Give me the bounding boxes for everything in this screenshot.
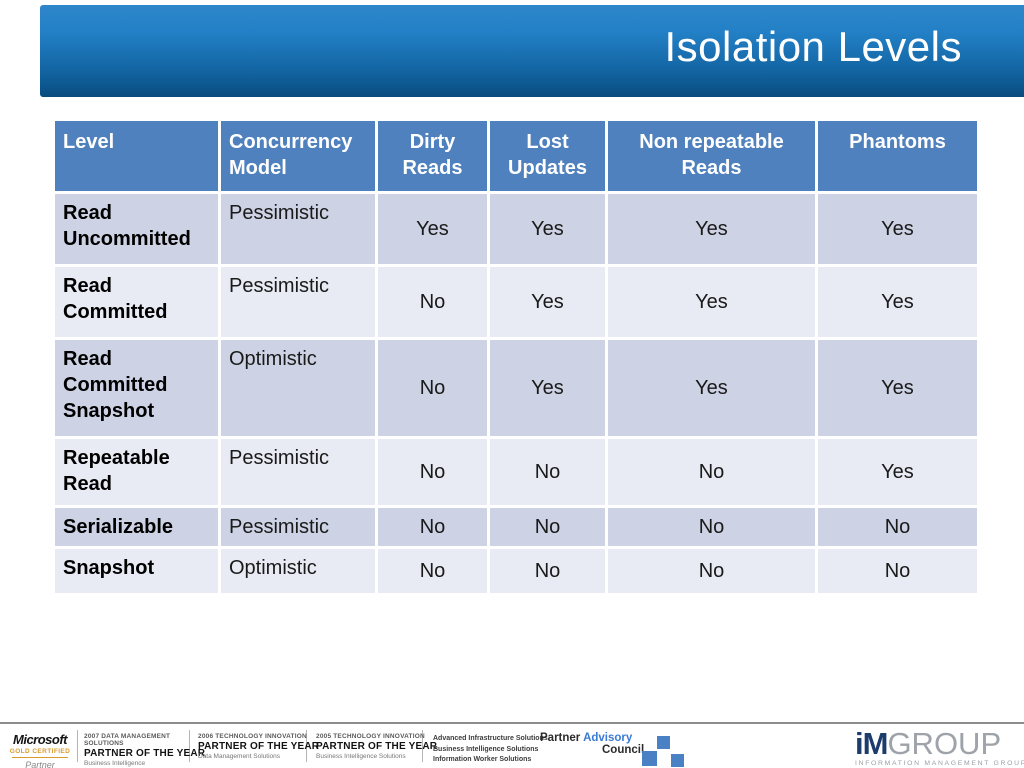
- blue-square: [642, 751, 657, 766]
- table-row: Snapshot Optimistic No No No No: [55, 549, 977, 593]
- cell-lost: No: [490, 439, 605, 505]
- cell-level: Repeatable Read: [55, 439, 218, 505]
- award-2006: 2006 TECHNOLOGY INNOVATION PARTNER OF TH…: [198, 733, 320, 760]
- award-title: PARTNER OF THE YEAR: [198, 741, 320, 752]
- cell-phantoms: Yes: [818, 340, 977, 436]
- cell-phantoms: No: [818, 508, 977, 546]
- cell-level: Read Committed: [55, 267, 218, 337]
- award-2005: 2005 TECHNOLOGY INNOVATION PARTNER OF TH…: [316, 733, 438, 760]
- footer-separator: [189, 730, 190, 762]
- table-row: Repeatable Read Pessimistic No No No Yes: [55, 439, 977, 505]
- partner-advisory-council-logo: Partner Advisory Council: [540, 732, 690, 767]
- cell-level: Serializable: [55, 508, 218, 546]
- cell-phantoms: Yes: [818, 439, 977, 505]
- cell-nonrepeat: Yes: [608, 267, 815, 337]
- award-2007: 2007 DATA MANAGEMENT SOLUTIONS PARTNER O…: [84, 733, 206, 767]
- award-subtitle: Data Management Solutions: [198, 753, 281, 760]
- gold-certified-label: GOLD CERTIFIED: [9, 748, 71, 755]
- cell-dirty: No: [378, 267, 487, 337]
- cell-lost: Yes: [490, 194, 605, 264]
- award-subtitle: Business Intelligence: [84, 760, 146, 767]
- header-phantoms: Phantoms: [818, 121, 977, 191]
- footer-separator: [422, 730, 423, 762]
- solution-item: Business Intelligence Solutions: [433, 745, 539, 753]
- cell-nonrepeat: No: [608, 508, 815, 546]
- cell-level: Snapshot: [55, 549, 218, 593]
- table-row: Read Committed Pessimistic No Yes Yes Ye…: [55, 267, 977, 337]
- award-category: 2005 TECHNOLOGY INNOVATION: [316, 733, 425, 740]
- partner-label: Partner: [25, 760, 55, 768]
- gold-rule: [12, 757, 68, 758]
- cell-lost: No: [490, 508, 605, 546]
- cell-model: Pessimistic: [221, 439, 375, 505]
- cell-level: Read Uncommitted: [55, 194, 218, 264]
- header-dirty-reads: Dirty Reads: [378, 121, 487, 191]
- footer: Microsoft GOLD CERTIFIED Partner 2007 DA…: [0, 727, 1024, 768]
- solutions-list: Advanced Infrastructure Solutions Busine…: [433, 734, 548, 766]
- blue-square: [671, 754, 684, 767]
- cell-model: Optimistic: [221, 340, 375, 436]
- blue-square: [657, 736, 670, 749]
- header-level: Level: [55, 121, 218, 191]
- cell-lost: No: [490, 549, 605, 593]
- title-banner: Isolation Levels: [40, 5, 1024, 97]
- cell-level: Read Committed Snapshot: [55, 340, 218, 436]
- imgroup-im: iM: [855, 726, 888, 761]
- header-non-repeatable-reads: Non repeatable Reads: [608, 121, 815, 191]
- cell-nonrepeat: Yes: [608, 194, 815, 264]
- cell-model: Pessimistic: [221, 267, 375, 337]
- award-subtitle: Business Intelligence Solutions: [316, 753, 406, 760]
- cell-phantoms: Yes: [818, 267, 977, 337]
- cell-nonrepeat: No: [608, 439, 815, 505]
- header-concurrency-model: Concurrency Model: [221, 121, 375, 191]
- table-row: Read Committed Snapshot Optimistic No Ye…: [55, 340, 977, 436]
- imgroup-group: GROUP: [887, 726, 1002, 761]
- microsoft-wordmark: Microsoft: [13, 732, 68, 747]
- cell-dirty: No: [378, 549, 487, 593]
- footer-separator: [77, 730, 78, 762]
- isolation-table: Level Concurrency Model Dirty Reads Lost…: [52, 118, 980, 596]
- cell-phantoms: Yes: [818, 194, 977, 264]
- cell-dirty: No: [378, 439, 487, 505]
- award-category: 2007 DATA MANAGEMENT SOLUTIONS: [84, 733, 171, 747]
- imgroup-tagline: INFORMATION MANAGEMENT GROUP: [855, 760, 1024, 767]
- cell-dirty: No: [378, 340, 487, 436]
- cell-lost: Yes: [490, 340, 605, 436]
- advisory-word-council: Council: [602, 744, 645, 756]
- advisory-squares-icon: [642, 733, 688, 767]
- award-title: PARTNER OF THE YEAR: [84, 748, 206, 759]
- footer-divider-line: [0, 722, 1024, 724]
- isolation-table-wrap: Level Concurrency Model Dirty Reads Lost…: [52, 118, 980, 596]
- solution-item: Information Worker Solutions: [433, 756, 532, 763]
- award-title: PARTNER OF THE YEAR: [316, 741, 438, 752]
- advisory-word-partner: Partner: [540, 732, 581, 744]
- cell-model: Pessimistic: [221, 194, 375, 264]
- header-lost-updates: Lost Updates: [490, 121, 605, 191]
- cell-lost: Yes: [490, 267, 605, 337]
- page-title: Isolation Levels: [664, 23, 962, 70]
- award-category: 2006 TECHNOLOGY INNOVATION: [198, 733, 307, 740]
- advisory-word-advisory: Advisory: [583, 732, 633, 744]
- cell-dirty: Yes: [378, 194, 487, 264]
- table-row: Read Uncommitted Pessimistic Yes Yes Yes…: [55, 194, 977, 264]
- cell-model: Optimistic: [221, 549, 375, 593]
- imgroup-logo: iMGROUP INFORMATION MANAGEMENT GROUP: [855, 726, 1024, 768]
- cell-phantoms: No: [818, 549, 977, 593]
- table-row: Serializable Pessimistic No No No No: [55, 508, 977, 546]
- cell-dirty: No: [378, 508, 487, 546]
- cell-nonrepeat: No: [608, 549, 815, 593]
- cell-nonrepeat: Yes: [608, 340, 815, 436]
- microsoft-gold-certified-logo: Microsoft GOLD CERTIFIED Partner: [8, 732, 72, 768]
- cell-model: Pessimistic: [221, 508, 375, 546]
- footer-separator: [306, 730, 307, 762]
- solution-item: Advanced Infrastructure Solutions: [433, 735, 548, 742]
- table-header-row: Level Concurrency Model Dirty Reads Lost…: [55, 121, 977, 191]
